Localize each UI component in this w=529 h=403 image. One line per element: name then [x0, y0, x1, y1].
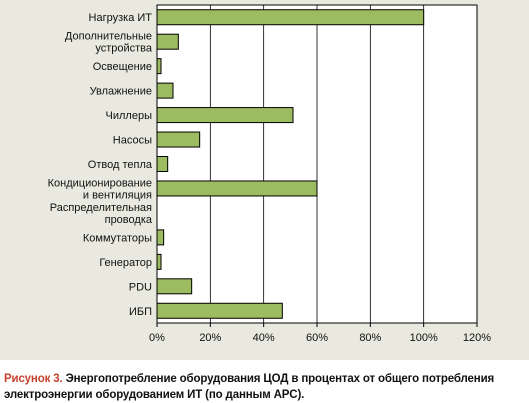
bar — [156, 278, 193, 295]
category-label: Генератор — [99, 257, 152, 269]
bar — [156, 82, 174, 99]
bars — [156, 9, 425, 319]
x-tick-label: 20% — [199, 332, 221, 344]
category-label: Отвод тепла — [88, 159, 153, 171]
category-label: Освещение — [93, 61, 152, 73]
chart-panel: Нагрузка ИТ Дополнительные устройства Освещ… — [0, 0, 529, 360]
category-label: Распределительная проводка — [50, 202, 153, 226]
bar — [156, 156, 169, 172]
x-tick-label: 100% — [410, 332, 438, 344]
category-label: Кондиционирование и вентиляция — [48, 177, 152, 201]
category-label: Насосы — [113, 135, 152, 147]
category-label: ИБП — [129, 306, 152, 318]
x-tick-label: 0% — [149, 332, 165, 344]
bar — [156, 302, 283, 319]
category-label: Нагрузка ИТ — [89, 12, 153, 24]
caption-label: Рисунок 3. — [4, 373, 63, 385]
grid-lines — [209, 5, 425, 323]
bar — [156, 253, 162, 270]
bar — [156, 131, 201, 148]
x-tick-label: 40% — [253, 332, 275, 344]
category-label: Чиллеры — [106, 110, 153, 122]
x-tick-label: 60% — [306, 332, 328, 344]
category-label: Дополнительные устройства — [65, 31, 153, 55]
category-label: Увлажнение — [90, 86, 152, 98]
x-tick-label: 120% — [463, 332, 491, 344]
x-tick-label: 80% — [359, 332, 381, 344]
category-labels: Нагрузка ИТ Дополнительные устройства Освещ… — [48, 12, 153, 318]
bar — [156, 58, 162, 75]
bar — [156, 9, 425, 26]
bar — [156, 33, 179, 50]
figure-caption: Рисунок 3. Энергопотребление оборудовани… — [4, 371, 526, 403]
bar — [156, 229, 165, 246]
bar — [156, 180, 318, 197]
category-label: Коммутаторы — [83, 232, 152, 244]
bar — [156, 107, 294, 124]
caption-text: Энергопотребление оборудования ЦОД в про… — [4, 373, 495, 401]
x-tick-labels: 0% 20% 40% 60% 80% 100% 120% — [149, 323, 491, 344]
bar-chart: Нагрузка ИТ Дополнительные устройства Освещ… — [48, 4, 491, 344]
category-label: PDU — [129, 281, 152, 293]
